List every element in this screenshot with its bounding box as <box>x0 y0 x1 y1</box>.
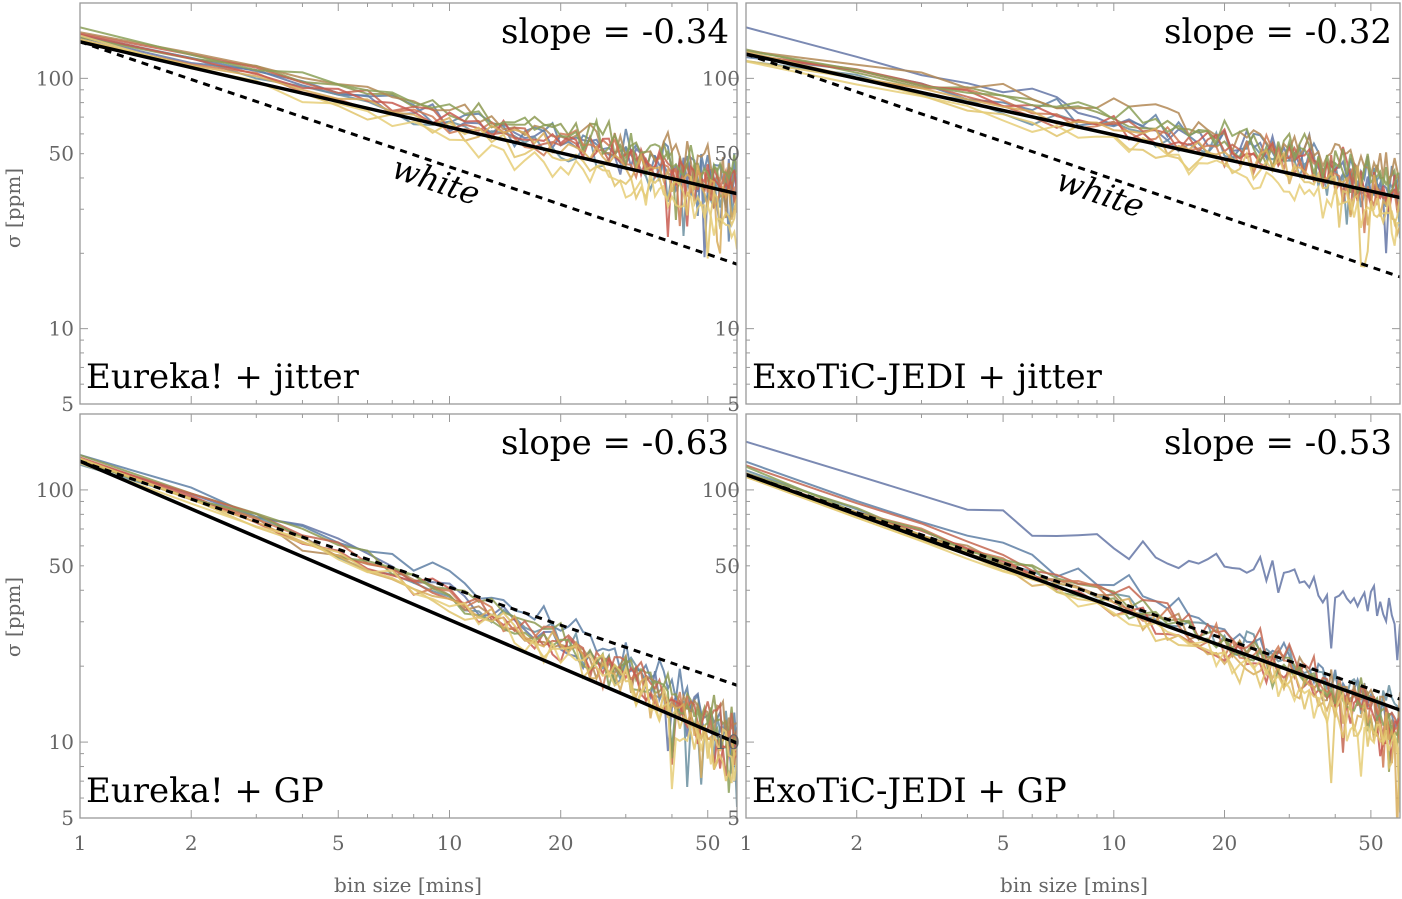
series-group <box>80 454 737 808</box>
panel-4: 5 10 50 100 1 2 5 10 20 50 slope = -0.53 ExoTiC-JED… <box>702 413 1401 855</box>
white-noise-line <box>80 459 737 687</box>
x-tick-label: 1 <box>74 831 87 855</box>
y-tick-label: 5 <box>727 806 740 830</box>
panel-label: Eureka! + jitter <box>86 357 360 397</box>
series-line <box>746 60 1400 246</box>
x-tick-label: 20 <box>1212 831 1237 855</box>
series-group <box>746 26 1400 279</box>
slope-label: slope = -0.32 <box>1164 12 1392 52</box>
x-tick-label: 5 <box>997 831 1010 855</box>
fit-line <box>746 472 1400 712</box>
series-line <box>80 459 737 793</box>
series-line <box>746 475 1400 813</box>
y-tick-label: 50 <box>715 554 740 578</box>
series-line <box>746 472 1400 772</box>
series-line <box>80 33 737 237</box>
y-tick-label: 100 <box>36 66 74 90</box>
series-line <box>80 462 737 790</box>
series-line <box>80 40 737 227</box>
panel-label: Eureka! + GP <box>86 771 324 811</box>
x-axis-label-left: bin size [mins] <box>334 873 482 897</box>
series-group <box>80 26 737 266</box>
y-tick-label: 10 <box>49 730 74 754</box>
series-line <box>746 475 1400 777</box>
series-line <box>80 459 737 774</box>
plot-frame <box>745 413 1401 819</box>
white-noise-line <box>746 473 1400 701</box>
y-tick-label: 10 <box>49 317 74 341</box>
panel-2: 5 10 50 100 slope = -0.32 ExoTiC-JEDI + jitte… <box>702 2 1401 416</box>
series-line <box>746 475 1400 818</box>
series-line <box>80 38 737 254</box>
y-axis-label-bottom: σ [ppm] <box>1 577 25 657</box>
white-noise-line <box>746 52 1400 279</box>
series-line <box>80 39 737 259</box>
series-line <box>746 49 1400 187</box>
series-line <box>746 49 1400 197</box>
x-tick-label: 5 <box>332 831 345 855</box>
panel-3: 5 10 50 100 1 2 5 10 20 50 slope = -0.63 Eureka! + … <box>36 413 738 855</box>
series-line <box>80 454 737 759</box>
x-tick-label: 2 <box>185 831 198 855</box>
series-line <box>80 457 737 784</box>
y-tick-label: 100 <box>702 478 740 502</box>
y-tick-label: 100 <box>702 66 740 90</box>
fit-line <box>746 52 1400 200</box>
white-noise-line <box>80 40 737 266</box>
y-tick-label: 5 <box>61 392 74 416</box>
plot-frame <box>745 2 1401 405</box>
series-line <box>746 473 1400 768</box>
x-tick-label: 50 <box>1358 831 1383 855</box>
white-noise-label: white <box>387 148 484 213</box>
x-tick-label: 10 <box>1101 831 1126 855</box>
y-tick-label: 5 <box>61 806 74 830</box>
series-line <box>746 440 1400 661</box>
series-group <box>746 440 1400 818</box>
y-axis-label-top: σ [ppm] <box>1 168 25 248</box>
series-line <box>80 458 737 777</box>
x-axis-label-right: bin size [mins] <box>1000 873 1148 897</box>
slope-label: slope = -0.63 <box>501 423 729 463</box>
series-line <box>80 34 737 250</box>
series-line <box>80 35 737 242</box>
series-line <box>746 472 1400 764</box>
series-line <box>80 463 737 808</box>
panel-label: ExoTiC-JEDI + jitter <box>752 357 1103 397</box>
y-tick-label: 100 <box>36 478 74 502</box>
series-line <box>746 50 1400 238</box>
x-tick-label: 10 <box>437 831 462 855</box>
white-noise-label: white <box>1052 161 1149 226</box>
series-line <box>80 458 737 778</box>
y-tick-label: 10 <box>715 317 740 341</box>
x-tick-label: 2 <box>850 831 863 855</box>
y-tick-label: 5 <box>727 392 740 416</box>
y-tick-label: 10 <box>715 730 740 754</box>
series-line <box>746 464 1400 753</box>
fit-line <box>80 459 737 745</box>
x-tick-label: 1 <box>740 831 753 855</box>
plot-frame <box>79 413 738 819</box>
x-tick-label: 50 <box>695 831 720 855</box>
series-line <box>746 60 1400 239</box>
slope-label: slope = -0.34 <box>501 12 729 52</box>
y-tick-label: 50 <box>49 142 74 166</box>
y-tick-label: 50 <box>49 554 74 578</box>
series-line <box>80 26 737 190</box>
panel-label: ExoTiC-JEDI + GP <box>752 771 1067 811</box>
fit-line <box>80 40 737 196</box>
slope-label: slope = -0.53 <box>1164 423 1392 463</box>
x-tick-label: 20 <box>548 831 573 855</box>
panel-1: 5 10 50 100 slope = -0.34 Eureka! + jitter whi… <box>36 2 738 416</box>
y-tick-label: 50 <box>715 142 740 166</box>
series-line <box>746 59 1400 268</box>
plot-frame <box>79 2 738 405</box>
